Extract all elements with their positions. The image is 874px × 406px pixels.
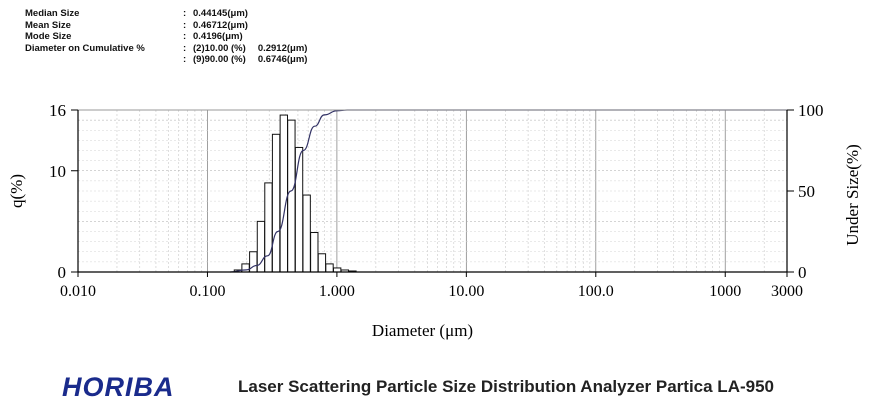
cumulative-10-pct: (2)10.00 (%) (193, 42, 246, 54)
particle-size-chart: 0.010 0.100 1.000 10.00 100.0 1000 30000101605… (7, 101, 862, 340)
histogram-bar (287, 119, 296, 273)
histogram-bar (332, 267, 342, 273)
horiba-logo: HORIBA (62, 372, 175, 402)
histogram-bar (279, 114, 288, 273)
mean-label: Mean Size (25, 19, 71, 31)
cumulative-10-value: 0.2912(μm) (257, 42, 308, 54)
chart-axes: 0.010 0.100 1.000 10.00 100.0 1000 30000101605… (49, 101, 824, 300)
mean-row: Mean Size : 0.46712(μm) (25, 19, 248, 31)
chart-grid (77, 110, 788, 272)
x-tick-label: 0.100 (189, 283, 225, 300)
median-label: Median Size (25, 8, 80, 19)
histogram-bars (233, 114, 357, 273)
y-left-tick-label: 10 (49, 162, 66, 181)
y-axis-left-label: q(%) (7, 174, 26, 208)
x-tick-label: 1000 (709, 283, 741, 300)
cumulative-row-2: : (9)90.00 (%) 0.6746(μm) (183, 54, 308, 65)
mode-row: Mode Size : 0.4196(μm) (25, 31, 243, 42)
cumulative-90-pct: (9)90.00 (%) (193, 54, 246, 65)
y-right-tick-label: 100 (798, 101, 824, 120)
histogram-bar (317, 253, 327, 273)
mode-label: Mode Size (25, 31, 72, 42)
histogram-bar (302, 194, 311, 273)
x-tick-label: 1.000 (319, 283, 355, 300)
plot-frame (77, 109, 788, 273)
histogram-bar (241, 263, 250, 273)
y-left-tick-label: 0 (58, 263, 67, 282)
histogram-bar (294, 146, 304, 273)
median-value: 0.44145(μm) (193, 8, 248, 19)
x-tick-label: 3000 (771, 283, 803, 300)
histogram-bar (264, 182, 273, 273)
cumulative-90-value: 0.6746(μm) (257, 54, 308, 65)
x-tick-label: 10.00 (448, 283, 484, 300)
x-tick-label: 100.0 (578, 283, 614, 300)
y-left-tick-label: 16 (49, 101, 66, 120)
instrument-caption: Laser Scattering Particle Size Distribut… (238, 377, 774, 396)
median-row: Median Size : 0.44145(μm) (25, 8, 248, 19)
x-tick-label: 0.010 (60, 283, 96, 300)
y-right-tick-label: 0 (798, 263, 807, 282)
cumulative-label: Diameter on Cumulative % (25, 42, 145, 54)
statistics-panel: Median Size : 0.44145(μm) Mean Size : 0.… (25, 8, 307, 66)
x-axis-label: Diameter (μm) (372, 321, 473, 340)
y-axis-right-label: Under Size(%) (843, 144, 862, 246)
histogram-bar (271, 133, 281, 273)
mode-value: 0.4196(μm) (193, 31, 243, 42)
histogram-bar (310, 232, 319, 273)
y-right-tick-label: 50 (798, 182, 815, 201)
mean-value: 0.46712(μm) (193, 19, 248, 31)
histogram-bar (325, 263, 334, 273)
cumulative-row-1: Diameter on Cumulative % : (2)10.00 (%) … (25, 42, 308, 54)
